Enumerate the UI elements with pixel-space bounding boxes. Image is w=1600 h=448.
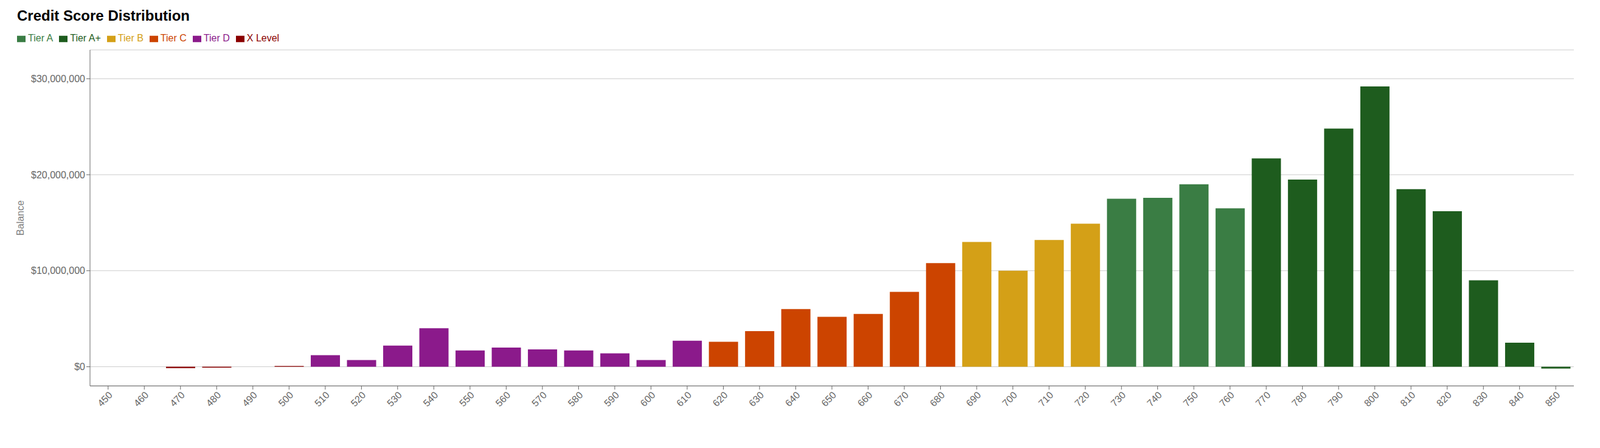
svg-text:510: 510 [312, 389, 332, 409]
svg-text:480: 480 [204, 389, 224, 409]
svg-text:550: 550 [457, 389, 477, 409]
svg-text:790: 790 [1325, 389, 1345, 409]
svg-text:660: 660 [855, 389, 875, 409]
svg-text:830: 830 [1470, 389, 1490, 409]
html-text:Credit Score Distribution: Credit Score Distribution [17, 7, 190, 24]
svg-text:770: 770 [1253, 389, 1273, 409]
svg-text:650: 650 [819, 389, 839, 409]
svg-text:$20,000,000: $20,000,000 [31, 169, 86, 181]
svg-text:450: 450 [95, 389, 115, 409]
svg-text:730: 730 [1108, 389, 1128, 409]
svg-text:570: 570 [529, 389, 549, 409]
svg-text:710: 710 [1036, 389, 1056, 409]
svg-text:640: 640 [783, 389, 803, 409]
html-text:Tier B: Tier B [117, 32, 144, 44]
svg-text:700: 700 [1000, 389, 1020, 409]
svg-text:460: 460 [131, 389, 151, 409]
svg-text:760: 760 [1217, 389, 1237, 409]
svg-text:540: 540 [421, 389, 441, 409]
html-text:Tier A+: Tier A+ [70, 32, 101, 44]
svg-text:490: 490 [240, 389, 260, 409]
svg-text:800: 800 [1362, 389, 1382, 409]
svg-text:780: 780 [1289, 389, 1309, 409]
svg-text:$30,000,000: $30,000,000 [31, 73, 86, 84]
svg-text:560: 560 [493, 389, 513, 409]
html-text:Tier A: Tier A [27, 32, 54, 44]
svg-text:840: 840 [1506, 389, 1526, 409]
svg-text:Balance: Balance [15, 200, 26, 236]
svg-text:820: 820 [1434, 389, 1454, 409]
svg-text:$10,000,000: $10,000,000 [31, 265, 86, 276]
svg-text:670: 670 [891, 389, 911, 409]
svg-text:630: 630 [746, 389, 766, 409]
svg-text:520: 520 [349, 389, 368, 409]
html-text:X Level: X Level [246, 32, 280, 44]
svg-text:740: 740 [1145, 389, 1164, 409]
svg-text:500: 500 [276, 389, 296, 409]
svg-text:810: 810 [1398, 389, 1417, 409]
svg-text:680: 680 [928, 389, 947, 409]
svg-text:750: 750 [1180, 389, 1200, 409]
svg-text:720: 720 [1072, 389, 1092, 409]
svg-text:530: 530 [384, 389, 404, 409]
svg-text:600: 600 [638, 389, 658, 409]
html-text:Tier C: Tier C [160, 32, 187, 44]
svg-text:610: 610 [674, 389, 694, 409]
svg-text:$0: $0 [74, 361, 86, 372]
svg-text:850: 850 [1542, 389, 1562, 409]
svg-text:590: 590 [602, 389, 621, 409]
svg-text:690: 690 [963, 389, 983, 409]
svg-text:580: 580 [566, 389, 586, 409]
svg-text:470: 470 [167, 389, 187, 409]
html-text:Tier D: Tier D [203, 32, 230, 44]
svg-text:620: 620 [710, 389, 730, 409]
